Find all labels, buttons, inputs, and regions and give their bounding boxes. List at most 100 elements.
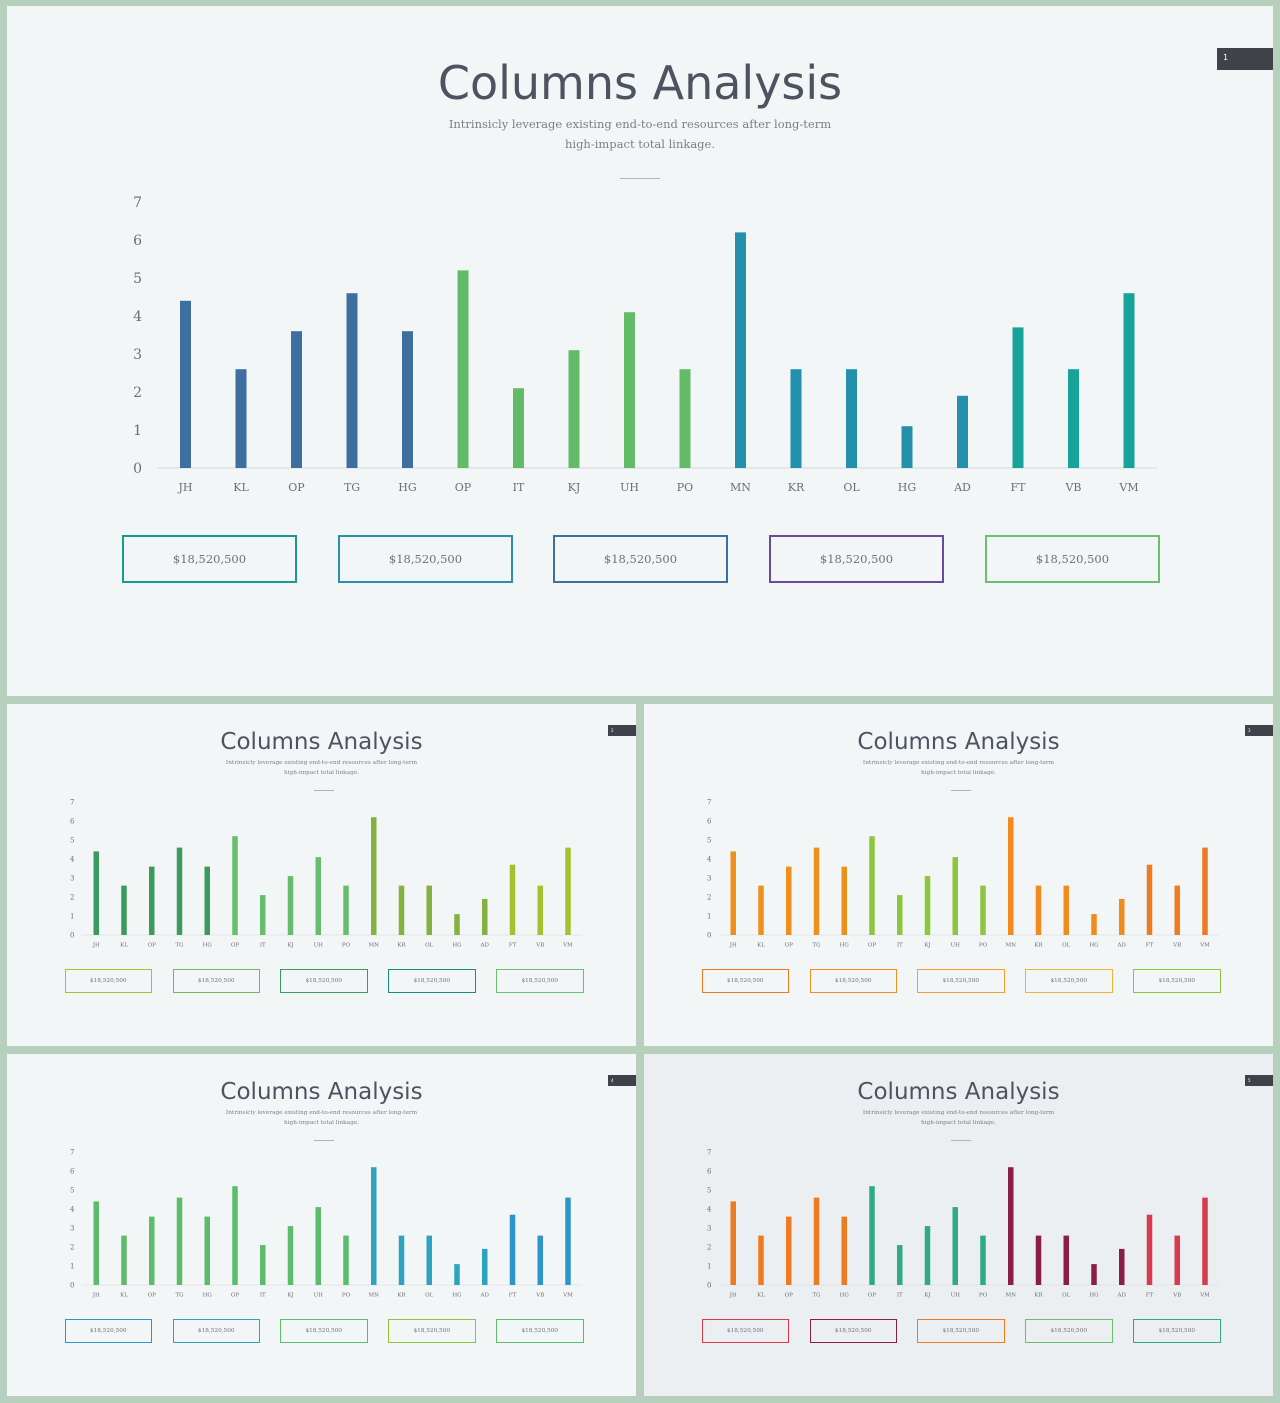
x-tick-label: MN: [1006, 1293, 1017, 1299]
slide-title: Columns Analysis: [857, 729, 1060, 755]
bar-op-6: [232, 836, 238, 935]
x-tick-label: HG: [452, 943, 461, 949]
bar-vb-17: [1174, 885, 1180, 935]
bar-ft-16: [509, 864, 516, 935]
x-tick-label: OP: [868, 1293, 877, 1299]
bar-vb-17: [537, 1235, 543, 1285]
slide-number-badge: 5: [1245, 1075, 1273, 1086]
title-divider: [313, 790, 334, 791]
value-box-3: $18,520,500: [280, 968, 368, 993]
x-tick-label: TG: [812, 943, 820, 949]
value-box-3: $18,520,500: [917, 1318, 1005, 1343]
bar-op-3: [786, 866, 792, 935]
bar-hg-14: [901, 426, 913, 468]
bar-kl-2: [121, 1235, 127, 1285]
x-tick-label: KL: [757, 943, 765, 949]
y-tick-label: 0: [707, 1282, 711, 1290]
y-tick-label: 6: [707, 818, 712, 826]
bar-po-10: [679, 369, 691, 468]
value-box-1: $18,520,500: [64, 968, 152, 993]
value-box-2: $18,520,500: [172, 1318, 260, 1343]
title-divider: [313, 1140, 334, 1141]
x-tick-label: UH: [951, 1293, 961, 1299]
bar-kr-12: [398, 885, 405, 935]
x-tick-label: UH: [620, 481, 639, 494]
y-tick-label: 6: [707, 1168, 712, 1176]
x-tick-label: TG: [175, 1293, 183, 1299]
bar-ad-15: [482, 898, 488, 935]
x-tick-label: KR: [788, 481, 805, 494]
slide-title: Columns Analysis: [857, 1079, 1060, 1105]
bar-kr-12: [1035, 885, 1042, 935]
bar-vm-18: [1123, 293, 1135, 468]
bar-vb-17: [1068, 369, 1079, 468]
y-tick-label: 7: [707, 1149, 711, 1157]
x-tick-label: FT: [1146, 943, 1154, 949]
x-tick-label: JH: [177, 481, 192, 494]
x-tick-label: IT: [260, 1293, 266, 1299]
x-tick-label: VB: [1172, 1293, 1181, 1299]
x-tick-label: VB: [535, 943, 544, 949]
bar-uh-9: [315, 857, 321, 935]
value-box-5: $18,520,500: [496, 1318, 584, 1343]
x-tick-label: KR: [397, 1293, 406, 1299]
x-tick-label: UH: [314, 1293, 324, 1299]
y-tick-label: 7: [70, 1149, 74, 1157]
bar-mn-11: [1008, 1167, 1014, 1285]
bar-kj-8: [287, 876, 294, 935]
value-box-3: $18,520,500: [917, 968, 1005, 993]
x-tick-label: KR: [1034, 1293, 1043, 1299]
x-tick-label: OL: [425, 1293, 434, 1299]
x-tick-label: TG: [344, 481, 360, 494]
x-tick-label: KJ: [924, 943, 930, 949]
value-box-3: $18,520,500: [280, 1318, 368, 1343]
value-box-4: $18,520,500: [769, 535, 944, 583]
bar-uh-9: [952, 857, 958, 935]
x-tick-label: VM: [562, 1293, 573, 1299]
bar-vb-17: [537, 885, 543, 935]
x-tick-label: FT: [1011, 481, 1027, 494]
subtitle-line-1: Intrinsicly leverage existing end-to-end…: [225, 1110, 418, 1116]
slide-number: 2: [611, 727, 614, 733]
y-tick-label: 4: [707, 1206, 712, 1214]
value-box-1: $18,520,500: [701, 1318, 789, 1343]
bar-op-3: [291, 331, 302, 468]
x-tick-label: UH: [314, 943, 324, 949]
slide-title: Columns Analysis: [220, 729, 423, 755]
bar-kl-2: [758, 1235, 764, 1285]
value-box-4: $18,520,500: [388, 968, 476, 993]
bar-it-7: [260, 1245, 266, 1285]
y-tick-label: 5: [70, 1187, 74, 1195]
y-tick-label: 3: [707, 875, 711, 883]
x-tick-label: KR: [1034, 943, 1043, 949]
y-tick-label: 2: [707, 1244, 711, 1252]
bar-vb-17: [1174, 1235, 1180, 1285]
bar-hg-14: [1091, 1264, 1097, 1285]
slide-subtitle: Intrinsicly leverage existing end-to-end…: [7, 114, 1273, 154]
y-tick-label: 3: [70, 1225, 74, 1233]
x-tick-label: KJ: [568, 481, 581, 494]
x-tick-label: AD: [953, 481, 971, 494]
x-tick-label: VM: [562, 943, 573, 949]
slide-2: 2 Columns Analysis Intrinsicly leverage ex…: [7, 704, 636, 1046]
x-tick-label: HG: [898, 481, 916, 494]
slide-title: Columns Analysis: [437, 56, 843, 110]
x-tick-label: VM: [1118, 481, 1138, 494]
x-tick-label: OL: [843, 481, 860, 494]
y-tick-label: 4: [707, 856, 712, 864]
bar-op-6: [457, 270, 469, 468]
y-tick-label: 0: [133, 461, 142, 477]
slide-number: 4: [611, 1077, 614, 1083]
y-tick-label: 7: [133, 195, 142, 211]
value-box-3: $18,520,500: [553, 535, 728, 583]
y-tick-label: 1: [707, 1263, 711, 1271]
x-tick-label: UH: [951, 943, 961, 949]
bar-ol-13: [426, 885, 432, 935]
subtitle-line-1: Intrinsicly leverage existing end-to-end…: [862, 760, 1055, 766]
slide-number: 3: [1248, 727, 1251, 733]
bar-ol-13: [1063, 885, 1069, 935]
bar-op-3: [786, 1216, 792, 1285]
x-tick-label: AD: [1117, 943, 1127, 949]
slide-5: 5 Columns Analysis Intrinsicly leverage ex…: [644, 1054, 1273, 1396]
x-tick-label: HG: [1089, 1293, 1098, 1299]
